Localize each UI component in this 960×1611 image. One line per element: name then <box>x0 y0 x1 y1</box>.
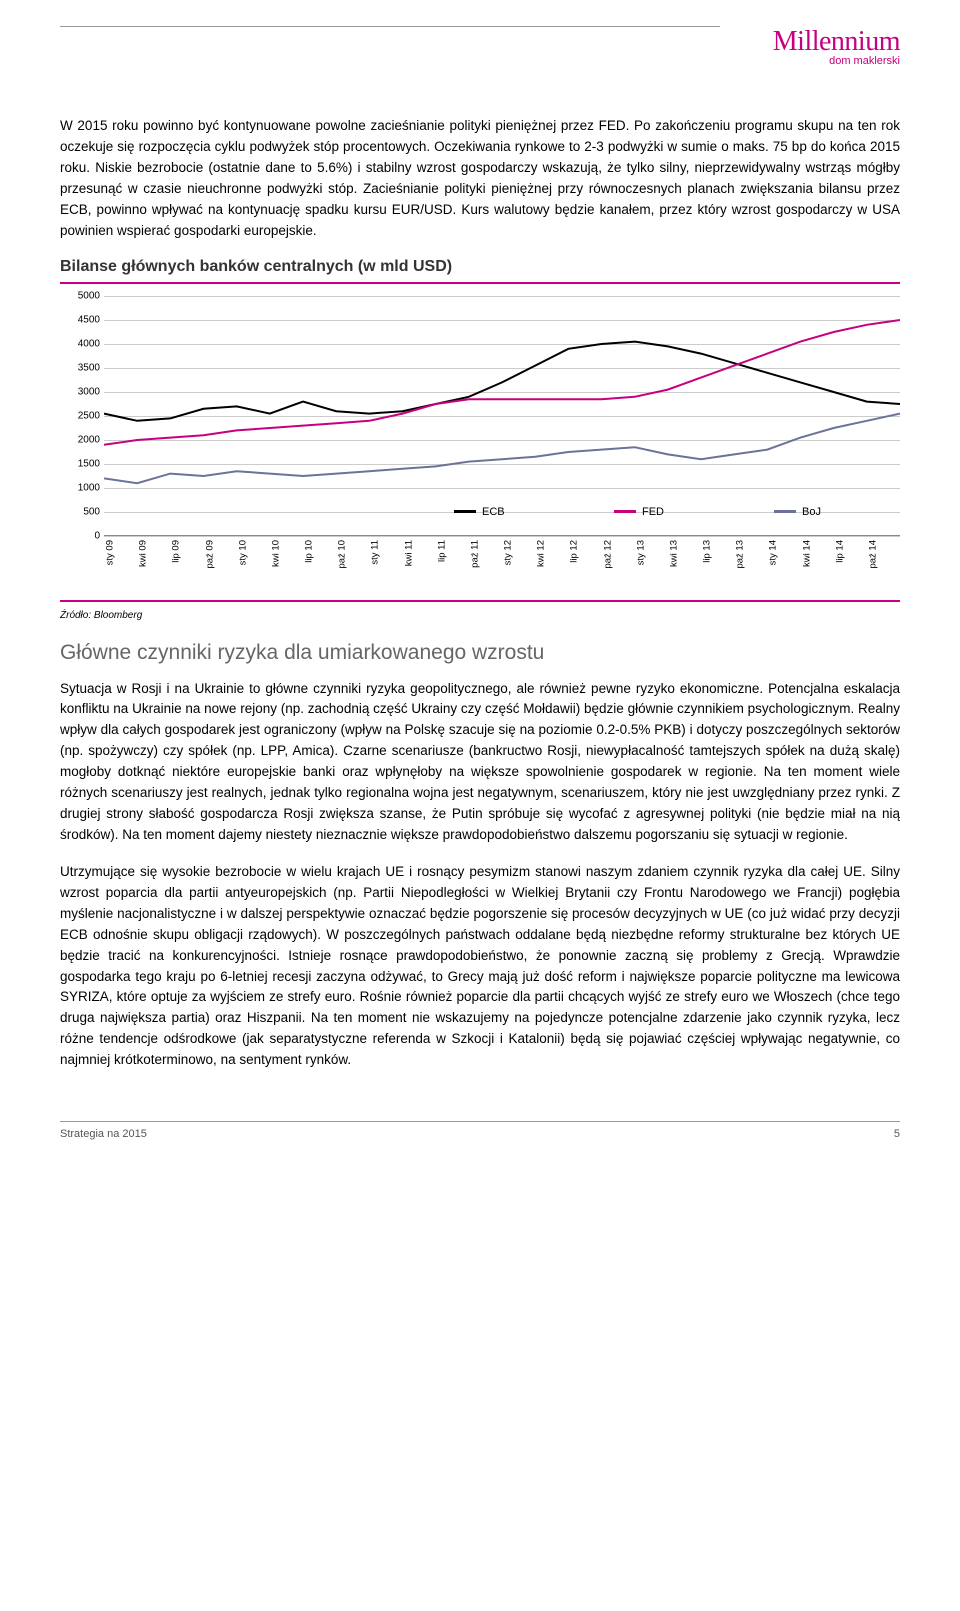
x-tick-label: lip 11 <box>436 540 447 562</box>
chart-plot-area: ECB FED BoJ <box>104 296 900 536</box>
risk-paragraph-2: Utrzymujące się wysokie bezrobocie w wie… <box>60 862 900 1071</box>
chart-source: Źródło: Bloomberg <box>60 610 900 621</box>
x-tick-label: kwi 12 <box>536 540 547 567</box>
legend-label: ECB <box>482 506 505 518</box>
logo-text: Millennium <box>773 26 900 58</box>
x-tick-label: kwi 09 <box>138 540 149 567</box>
risk-paragraph-1: Sytuacja w Rosji i na Ukrainie to główne… <box>60 679 900 846</box>
series-line-boj <box>104 413 900 483</box>
x-tick-label: kwi 14 <box>801 540 812 567</box>
risk-section-heading: Główne czynniki ryzyka dla umiarkowanego… <box>60 641 900 665</box>
chart-lines-svg <box>104 296 900 536</box>
x-tick-label: sty 11 <box>370 540 381 565</box>
legend-swatch <box>454 510 476 513</box>
x-tick-label: sty 10 <box>237 540 248 565</box>
chart-bottom-rule <box>60 600 900 602</box>
series-line-ecb <box>104 341 900 420</box>
legend-item-boj: BoJ <box>774 506 821 518</box>
legend-swatch <box>614 510 636 513</box>
y-tick-label: 5000 <box>60 290 100 301</box>
y-tick-label: 4000 <box>60 338 100 349</box>
x-tick-label: paź 10 <box>337 540 348 569</box>
x-tick-label: paź 11 <box>469 540 480 568</box>
x-tick-label: paź 09 <box>204 540 215 569</box>
y-tick-label: 1000 <box>60 482 100 493</box>
chart-title-underline <box>60 282 900 284</box>
x-tick-label: lip 12 <box>569 540 580 563</box>
x-tick-label: sty 12 <box>503 540 514 565</box>
legend-label: BoJ <box>802 506 821 518</box>
brand-logo: Millennium dom maklerski <box>773 26 900 67</box>
x-tick-label: kwi 10 <box>270 540 281 567</box>
legend-item-fed: FED <box>614 506 664 518</box>
x-tick-label: paź 14 <box>867 540 878 569</box>
footer-page-number: 5 <box>894 1128 900 1140</box>
legend-label: FED <box>642 506 664 518</box>
balance-sheets-chart: 0500100015002000250030003500400045005000… <box>60 296 900 596</box>
x-tick-label: kwi 13 <box>668 540 679 567</box>
chart-x-axis: sty 09 kwi 09 lip 09 paź 09 sty 10 kwi 10 lip … <box>104 540 900 596</box>
y-tick-label: 4500 <box>60 314 100 325</box>
y-tick-label: 3000 <box>60 386 100 397</box>
footer-left: Strategia na 2015 <box>60 1128 147 1140</box>
x-tick-label: lip 10 <box>304 540 315 563</box>
chart-title: Bilanse głównych banków centralnych (w m… <box>60 258 900 276</box>
x-tick-label: sty 13 <box>635 540 646 565</box>
y-tick-label: 2000 <box>60 434 100 445</box>
header-rule <box>60 26 720 27</box>
page-header: Millennium dom maklerski <box>60 26 900 66</box>
x-tick-label: kwi 11 <box>403 540 414 566</box>
legend-swatch <box>774 510 796 513</box>
y-tick-label: 3500 <box>60 362 100 373</box>
gridline <box>104 536 900 537</box>
y-tick-label: 1500 <box>60 458 100 469</box>
intro-paragraph: W 2015 roku powinno być kontynuowane pow… <box>60 116 900 242</box>
x-tick-label: lip 14 <box>834 540 845 563</box>
x-tick-label: lip 09 <box>171 540 182 563</box>
x-tick-label: paź 13 <box>735 540 746 569</box>
y-tick-label: 500 <box>60 506 100 517</box>
x-tick-label: sty 09 <box>105 540 116 565</box>
y-tick-label: 0 <box>60 530 100 541</box>
page-footer: Strategia na 2015 5 <box>60 1121 900 1140</box>
legend-item-ecb: ECB <box>454 506 505 518</box>
chart-y-axis: 0500100015002000250030003500400045005000 <box>60 296 104 536</box>
y-tick-label: 2500 <box>60 410 100 421</box>
x-tick-label: paź 12 <box>602 540 613 569</box>
x-tick-label: sty 14 <box>768 540 779 565</box>
x-tick-label: lip 13 <box>702 540 713 563</box>
